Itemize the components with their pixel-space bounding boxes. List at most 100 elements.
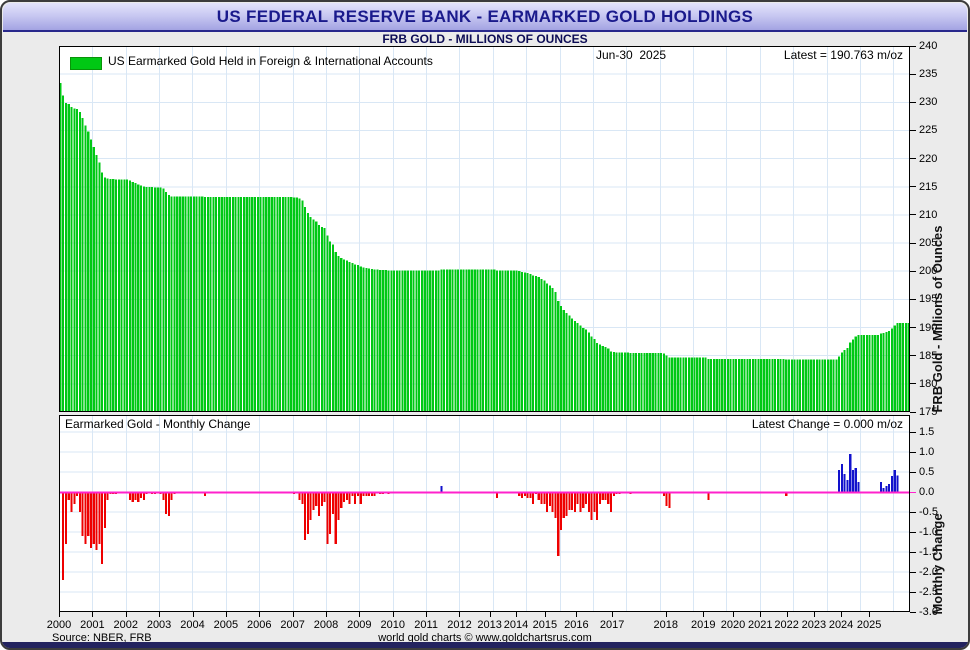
plot-border — [59, 46, 910, 412]
holdings-bar — [81, 118, 84, 411]
holdings-bar — [426, 270, 429, 411]
holdings-bar — [351, 262, 354, 411]
holdings-bar — [109, 178, 112, 411]
holdings-bar — [131, 181, 134, 411]
change-bar-positive — [843, 474, 846, 492]
y-tick-label: -1.0 — [919, 526, 938, 538]
x-tick-label: 2003 — [146, 619, 172, 631]
holdings-bar — [571, 318, 574, 411]
change-bar-negative — [131, 492, 134, 502]
y-tick-label: -1.5 — [919, 546, 938, 558]
change-bar-negative — [601, 492, 604, 500]
holdings-bar — [651, 352, 654, 411]
holdings-bar — [443, 269, 446, 411]
holdings-bar — [521, 271, 524, 411]
holdings-bar — [829, 359, 832, 411]
holdings-bar — [412, 270, 415, 411]
holdings-bar — [840, 352, 843, 411]
holdings-bar — [904, 323, 907, 411]
holdings-bar — [568, 315, 571, 411]
change-bar-negative — [551, 492, 554, 512]
x-tick-label: 2020 — [720, 619, 746, 631]
holdings-bar — [457, 269, 460, 411]
page-title: US FEDERAL RESERVE BANK - EARMARKED GOLD… — [216, 6, 754, 26]
holdings-bar — [145, 186, 148, 411]
holdings-bar — [387, 270, 390, 411]
holdings-bar — [248, 197, 251, 411]
holdings-bar — [156, 187, 159, 411]
holdings-bar — [907, 323, 910, 411]
y-tick-label: -2.0 — [919, 566, 938, 578]
holdings-bar — [526, 273, 529, 411]
holdings-bar — [490, 269, 493, 411]
change-bar-negative — [785, 492, 788, 496]
holdings-bar — [601, 345, 604, 411]
holdings-bar — [876, 334, 880, 411]
change-bar-negative — [167, 492, 170, 516]
holdings-bar — [98, 162, 101, 411]
y-tick-mark — [910, 270, 916, 272]
holdings-bar — [176, 196, 179, 411]
holdings-bar — [846, 348, 849, 411]
holdings-bar — [810, 359, 813, 411]
holdings-bar — [618, 352, 621, 411]
holdings-bar — [540, 278, 543, 411]
holdings-bar — [167, 195, 170, 411]
x-tick-label: 2005 — [213, 619, 239, 631]
holdings-bar — [754, 358, 757, 411]
change-bar-negative — [134, 492, 137, 500]
holdings-bar — [815, 359, 818, 411]
plot-border — [59, 415, 910, 612]
y-tick-label: 225 — [919, 124, 938, 137]
change-bar-negative — [707, 492, 710, 500]
x-tick-mark — [292, 612, 294, 617]
holdings-bar — [507, 270, 510, 411]
holdings-bar — [879, 333, 882, 411]
holdings-bar — [843, 349, 846, 411]
change-bar-negative — [345, 492, 348, 500]
holdings-bar — [785, 359, 788, 411]
holdings-bar — [112, 179, 115, 411]
holdings-bar — [495, 270, 499, 411]
holdings-bar — [276, 197, 279, 411]
change-bar-positive — [896, 475, 899, 492]
x-tick-mark — [459, 612, 461, 617]
holdings-bar — [626, 352, 629, 411]
change-bar-negative — [170, 492, 173, 500]
holdings-bar — [401, 270, 404, 411]
holdings-bar — [287, 197, 290, 411]
holdings-bar — [696, 357, 699, 411]
latest-value-label: Latest = 190.763 m/oz — [783, 48, 903, 62]
holdings-bar — [406, 270, 410, 411]
change-bar-positive — [840, 464, 843, 492]
holdings-bar — [673, 357, 677, 411]
holdings-bar — [217, 197, 220, 411]
x-tick-label: 2025 — [856, 619, 882, 631]
holdings-bar — [484, 269, 487, 411]
holdings-bar — [860, 334, 863, 411]
holdings-bar — [451, 269, 454, 411]
holdings-gridlines — [59, 46, 910, 412]
holdings-bar — [607, 348, 610, 411]
change-bar-negative — [370, 492, 373, 496]
y-tick-mark — [910, 186, 916, 188]
x-tick-mark — [159, 612, 161, 617]
y-tick-label: 205 — [919, 237, 938, 250]
holdings-bar — [487, 269, 490, 411]
y-tick-mark — [910, 471, 916, 473]
holdings-bar — [379, 269, 382, 411]
change-bar-negative — [604, 492, 607, 500]
holdings-bar — [201, 196, 204, 411]
holdings-bar — [187, 196, 190, 411]
holdings-bar — [123, 179, 126, 411]
holdings-bar — [643, 352, 646, 411]
y-tick-label: -0.5 — [919, 506, 938, 518]
holdings-bar — [76, 109, 79, 411]
holdings-bar — [270, 197, 273, 411]
x-tick-mark — [359, 612, 361, 617]
holdings-bar — [640, 352, 643, 411]
holdings-bar — [368, 268, 371, 411]
holdings-bar — [693, 357, 696, 411]
holdings-bar — [245, 197, 248, 411]
